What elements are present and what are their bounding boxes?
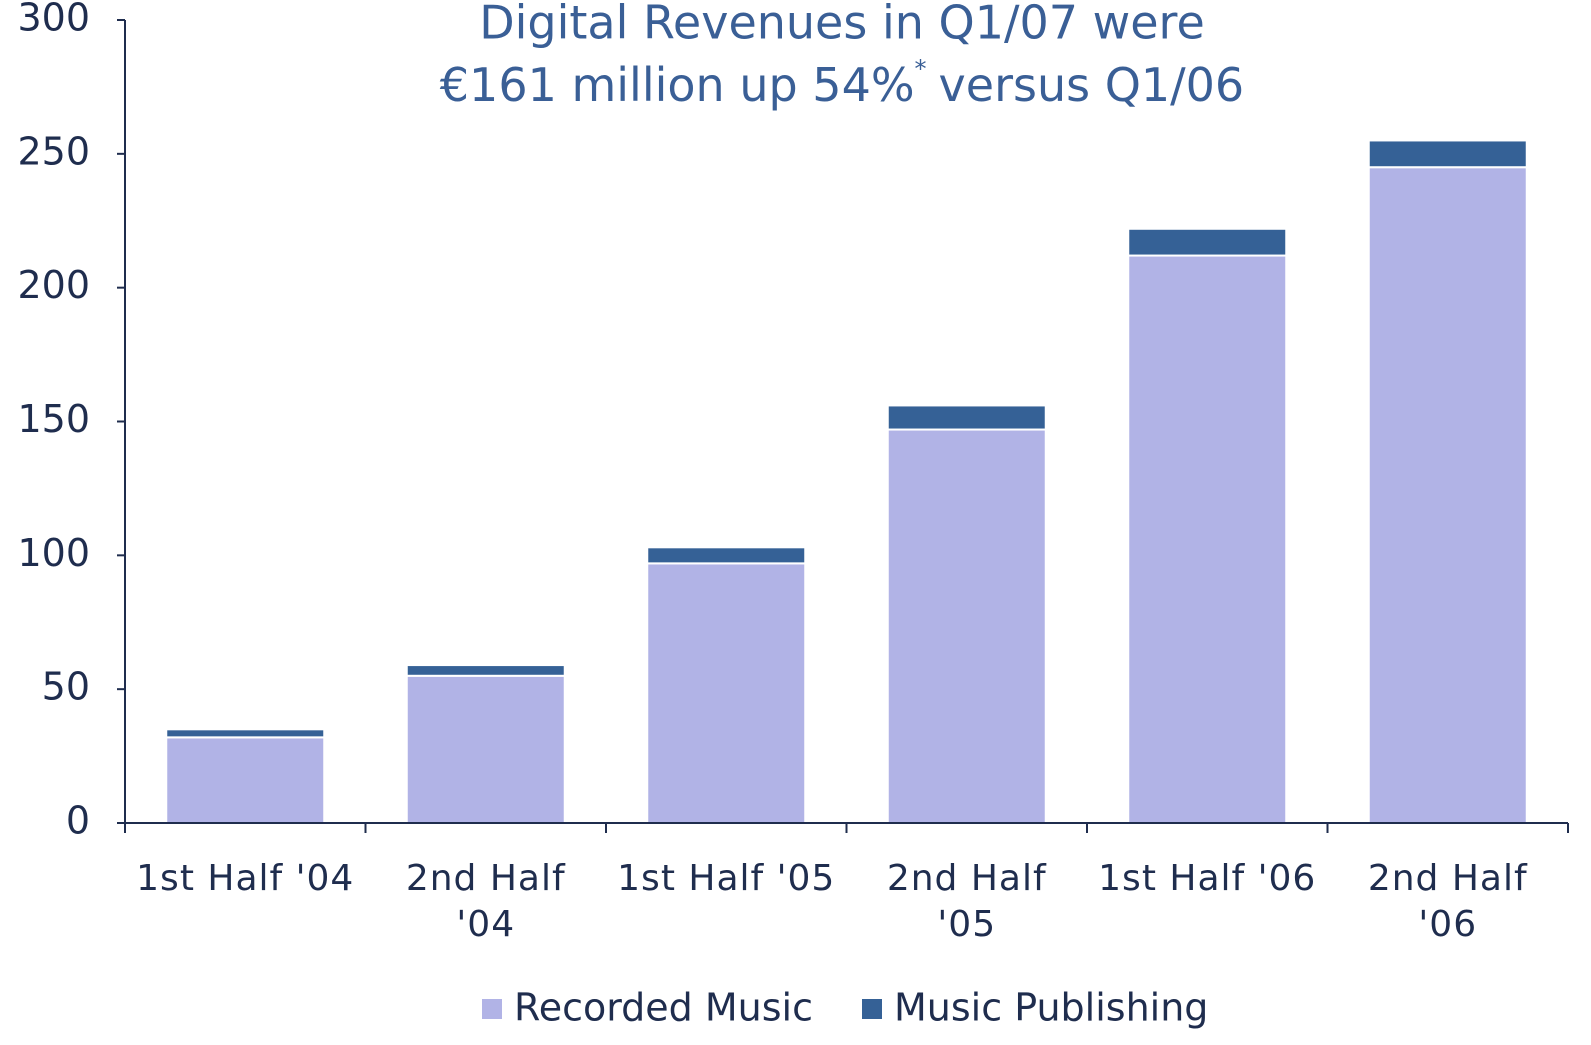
legend-swatch [862, 999, 882, 1019]
y-tick-label: 150 [17, 397, 90, 441]
legend-label: Music Publishing [894, 986, 1208, 1030]
bar-segment [1367, 166, 1528, 824]
x-tick-label: 2nd Half '05 [887, 858, 1047, 945]
legend-label: Recorded Music [514, 986, 813, 1030]
bar-segment [1127, 227, 1288, 257]
x-tick-label-line: 1st Half '06 [1098, 858, 1316, 899]
chart-title: Digital Revenues in Q1/07 were [479, 0, 1205, 50]
x-tick-label-line: 1st Half '05 [617, 858, 835, 899]
y-tick-label: 50 [42, 665, 90, 709]
bar-segment [405, 664, 566, 677]
legend-swatch [482, 999, 502, 1019]
x-tick-label-line: 1st Half '04 [136, 858, 354, 899]
x-tick-label: 1st Half '04 [136, 858, 354, 899]
bar-segment [165, 728, 326, 739]
y-tick-label: 0 [66, 799, 90, 843]
bar-segment [646, 546, 807, 565]
bar-segment [1367, 139, 1528, 169]
x-tick-label-line: '06 [1418, 904, 1477, 945]
y-tick-label: 300 [17, 0, 90, 40]
chart-title: versus Q1/06 [939, 58, 1245, 112]
x-tick-label: 1st Half '06 [1098, 858, 1316, 899]
y-tick-label: 100 [17, 531, 90, 575]
bar-segment [886, 404, 1047, 431]
bar-segment [1127, 254, 1288, 824]
footnote-mark: * [915, 55, 927, 83]
x-tick-label-line: '04 [456, 904, 515, 945]
chart-title: €161 million up 54% [440, 58, 915, 112]
bar-segment [405, 674, 566, 824]
bar-segment [165, 736, 326, 825]
bar-segment [886, 428, 1047, 824]
y-tick-label: 200 [17, 263, 90, 307]
x-tick-label: 2nd Half '04 [406, 858, 566, 945]
x-tick-label-line: '05 [937, 904, 996, 945]
chart-title: €161 million up 54%* versus Q1/06 [440, 55, 1244, 112]
x-tick-label-line: 2nd Half [1368, 858, 1528, 899]
x-tick-label: 1st Half '05 [617, 858, 835, 899]
x-tick-label-line: 2nd Half [887, 858, 1047, 899]
x-tick-label: 2nd Half '06 [1368, 858, 1528, 945]
x-tick-label-line: 2nd Half [406, 858, 566, 899]
y-tick-label: 250 [17, 129, 90, 173]
bar-segment [646, 562, 807, 824]
